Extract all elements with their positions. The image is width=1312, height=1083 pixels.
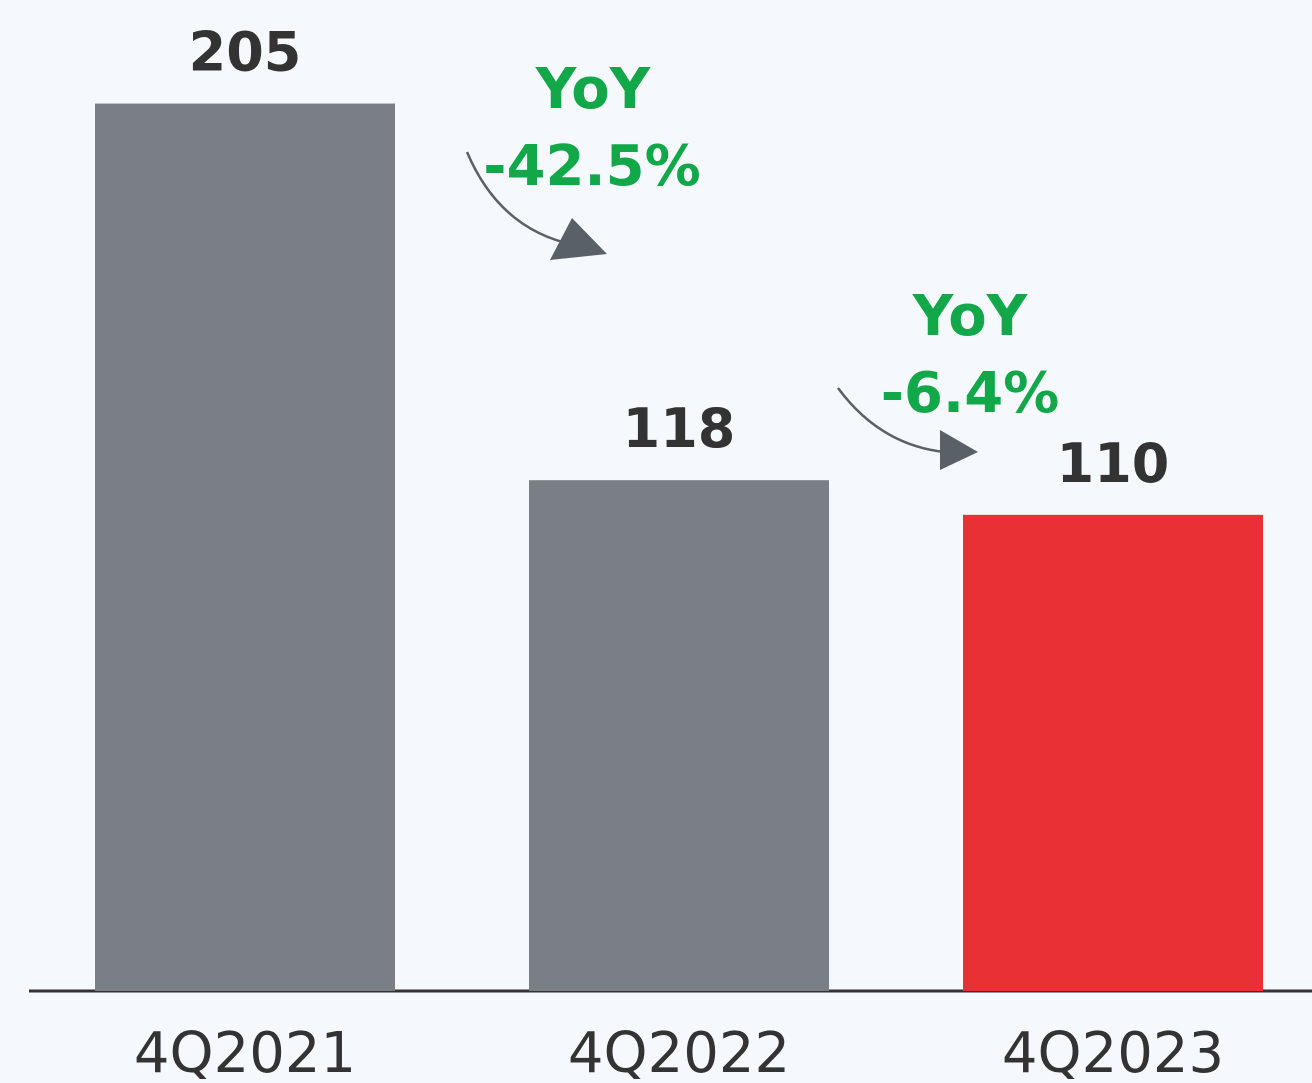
value-label: 110 [1057, 432, 1170, 495]
x-tick-label: 4Q2023 [1002, 1021, 1224, 1083]
bar [95, 103, 395, 992]
annotation-change: -42.5% [483, 134, 701, 199]
annotation-label: YoY [912, 284, 1029, 349]
value-label: 118 [623, 397, 736, 460]
value-label: 205 [189, 21, 302, 84]
arrow-2 [836, 387, 946, 454]
arrowhead-2 [940, 430, 978, 470]
arrowhead-1 [550, 218, 607, 260]
bar [529, 480, 829, 991]
annotation-change: -6.4% [881, 361, 1060, 426]
annotation-label: YoY [535, 57, 652, 122]
x-tick-label: 4Q2021 [134, 1021, 356, 1083]
arrow-1 [465, 151, 576, 247]
bar [963, 514, 1263, 991]
arrows [465, 151, 946, 454]
x-tick-label: 4Q2022 [568, 1021, 790, 1083]
